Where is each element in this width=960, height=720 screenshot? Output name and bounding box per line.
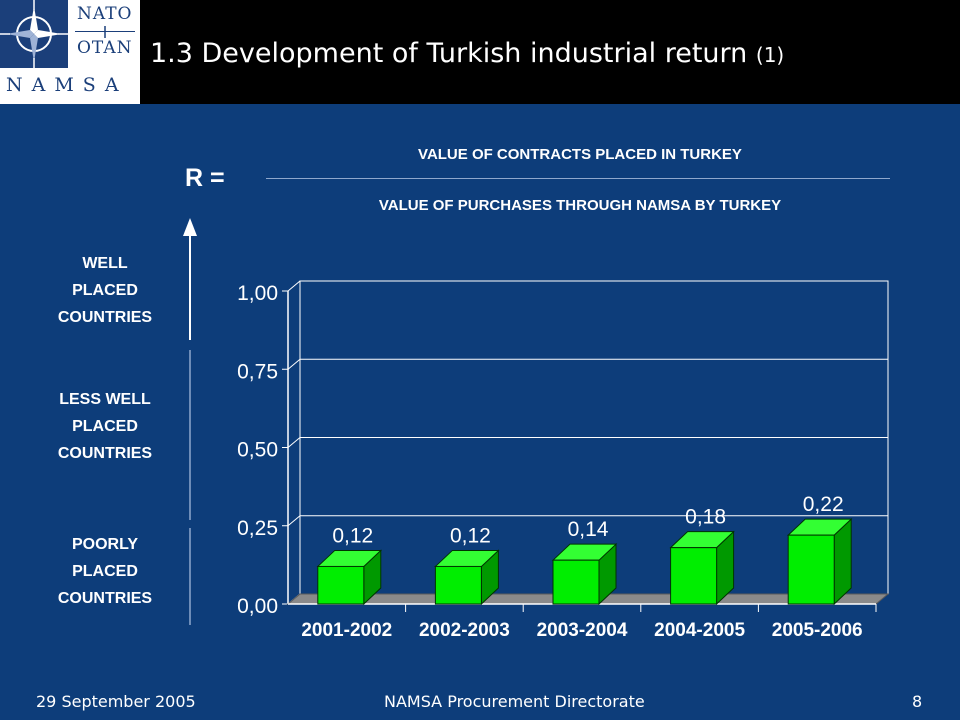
y-tick-label: 0,25 xyxy=(237,517,278,540)
formula-numerator: VALUE OF CONTRACTS PLACED IN TURKEY xyxy=(418,146,742,163)
logo-nato-text: NATO xyxy=(77,4,133,24)
gridline-side xyxy=(287,515,301,527)
bar xyxy=(670,547,718,605)
page-title: 1.3 Development of Turkish industrial re… xyxy=(150,38,784,69)
y-tick-label: 0,75 xyxy=(237,360,278,383)
bar xyxy=(787,534,835,605)
footer-organization: NAMSA Procurement Directorate xyxy=(384,692,645,711)
x-tick-label: 2003-2004 xyxy=(537,620,628,641)
x-tick-label: 2005-2006 xyxy=(772,620,863,641)
zone-well-line-3: COUNTRIES xyxy=(57,309,153,326)
gridline-side xyxy=(287,280,301,292)
zone-well-line-2: PLACED xyxy=(72,282,138,299)
zone-less-well-line-3: COUNTRIES xyxy=(57,445,153,462)
logo-cross-icon xyxy=(104,26,106,38)
x-tick-label: 2001-2002 xyxy=(301,620,392,641)
fraction-line xyxy=(266,178,890,179)
formula-denominator: VALUE OF PURCHASES THROUGH NAMSA BY TURK… xyxy=(378,197,782,214)
gridline-side xyxy=(287,358,301,370)
logo-otan-text: OTAN xyxy=(77,38,133,58)
bar-value-label: 0,12 xyxy=(332,524,373,547)
zone-well-line-1: WELL xyxy=(82,255,128,272)
x-tick-label: 2004-2005 xyxy=(654,620,745,641)
bar-value-label: 0,12 xyxy=(450,524,491,547)
zone-poorly-line-1: POORLY xyxy=(71,536,139,553)
zone-less-well-line-1: LESS WELL xyxy=(59,391,151,408)
bar xyxy=(552,559,600,605)
page-title-main: 1.3 Development of Turkish industrial re… xyxy=(150,38,748,69)
page-number: 8 xyxy=(912,692,923,711)
y-tick-label: 1,00 xyxy=(237,282,278,305)
bar xyxy=(317,565,365,605)
formula-lhs: R = xyxy=(185,164,225,192)
y-tick-label: 0,00 xyxy=(237,595,278,618)
zone-poorly-line-3: COUNTRIES xyxy=(57,590,153,607)
zone-well-placed: WELL PLACED COUNTRIES xyxy=(20,250,190,331)
title-bar: NATO OTAN NAMSA 1.3 Development of Turki… xyxy=(0,0,960,104)
zone-poorly-line-2: PLACED xyxy=(72,563,138,580)
page-title-suffix: (1) xyxy=(755,43,785,67)
footer-date: 29 September 2005 xyxy=(36,692,196,711)
nato-namsa-logo: NATO OTAN NAMSA xyxy=(0,0,140,104)
up-arrow-icon xyxy=(183,218,197,236)
x-tick-label: 2002-2003 xyxy=(419,620,510,641)
bar-value-label: 0,22 xyxy=(803,493,844,516)
zone-poorly-placed: POORLY PLACED COUNTRIES xyxy=(20,531,190,612)
bar-value-label: 0,14 xyxy=(568,518,609,541)
logo-namsa-text: NAMSA xyxy=(6,74,128,96)
bar xyxy=(434,565,482,605)
y-tick-label: 0,50 xyxy=(237,439,278,462)
gridline-side xyxy=(287,437,301,448)
bar-value-label: 0,18 xyxy=(685,506,726,529)
nato-star-icon xyxy=(0,0,68,68)
zone-less-well-placed: LESS WELL PLACED COUNTRIES xyxy=(20,386,190,467)
zone-less-well-line-2: PLACED xyxy=(72,418,138,435)
